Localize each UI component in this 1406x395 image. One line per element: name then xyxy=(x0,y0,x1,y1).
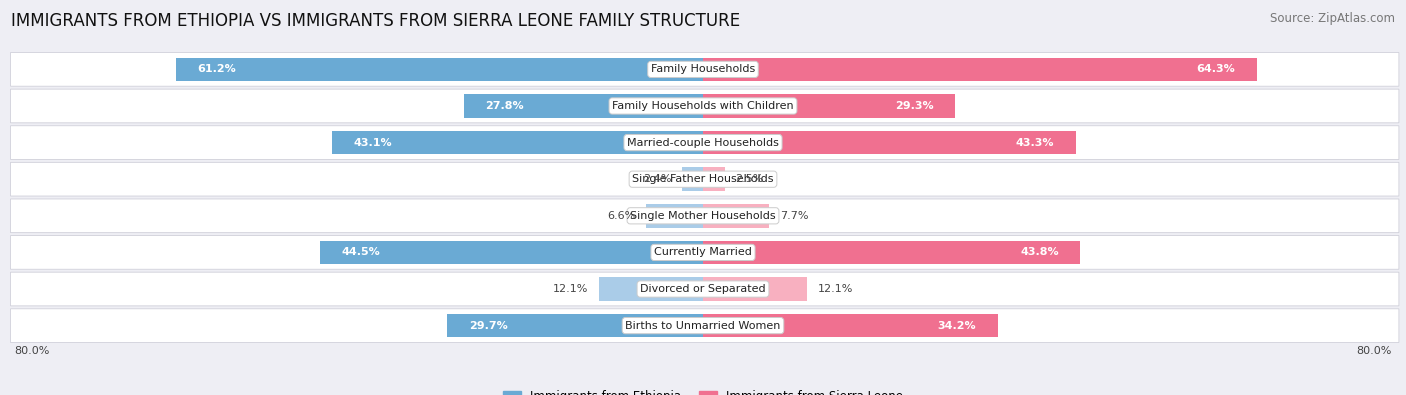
Text: 43.8%: 43.8% xyxy=(1019,247,1059,258)
Legend: Immigrants from Ethiopia, Immigrants from Sierra Leone: Immigrants from Ethiopia, Immigrants fro… xyxy=(498,385,908,395)
Text: Source: ZipAtlas.com: Source: ZipAtlas.com xyxy=(1270,12,1395,25)
Bar xyxy=(682,167,703,191)
Text: 27.8%: 27.8% xyxy=(485,101,524,111)
Text: 7.7%: 7.7% xyxy=(780,211,808,221)
Bar xyxy=(332,131,703,154)
Text: IMMIGRANTS FROM ETHIOPIA VS IMMIGRANTS FROM SIERRA LEONE FAMILY STRUCTURE: IMMIGRANTS FROM ETHIOPIA VS IMMIGRANTS F… xyxy=(11,12,741,30)
Bar xyxy=(703,277,807,301)
Bar xyxy=(647,204,703,228)
Bar xyxy=(703,58,1257,81)
FancyBboxPatch shape xyxy=(10,89,1399,123)
Text: 61.2%: 61.2% xyxy=(197,64,236,74)
FancyBboxPatch shape xyxy=(10,53,1399,86)
FancyBboxPatch shape xyxy=(10,199,1399,233)
Text: Family Households: Family Households xyxy=(651,64,755,74)
Bar xyxy=(703,204,769,228)
Bar xyxy=(447,314,703,337)
FancyBboxPatch shape xyxy=(10,309,1399,342)
Text: Currently Married: Currently Married xyxy=(654,247,752,258)
Text: 80.0%: 80.0% xyxy=(14,346,49,356)
Bar xyxy=(703,314,997,337)
FancyBboxPatch shape xyxy=(10,235,1399,269)
Text: 80.0%: 80.0% xyxy=(1357,346,1392,356)
Bar xyxy=(703,131,1076,154)
Bar xyxy=(703,94,955,118)
Text: 29.7%: 29.7% xyxy=(468,321,508,331)
Text: Births to Unmarried Women: Births to Unmarried Women xyxy=(626,321,780,331)
Text: 2.4%: 2.4% xyxy=(644,174,672,184)
Bar xyxy=(464,94,703,118)
Text: 12.1%: 12.1% xyxy=(817,284,853,294)
Text: Single Mother Households: Single Mother Households xyxy=(630,211,776,221)
Text: 29.3%: 29.3% xyxy=(896,101,934,111)
Text: 2.5%: 2.5% xyxy=(735,174,763,184)
Bar xyxy=(176,58,703,81)
Text: Married-couple Households: Married-couple Households xyxy=(627,137,779,148)
Text: 43.1%: 43.1% xyxy=(353,137,392,148)
Text: Divorced or Separated: Divorced or Separated xyxy=(640,284,766,294)
Text: 44.5%: 44.5% xyxy=(342,247,380,258)
Bar xyxy=(319,241,703,264)
Bar xyxy=(703,241,1080,264)
Text: Single Father Households: Single Father Households xyxy=(633,174,773,184)
Text: Family Households with Children: Family Households with Children xyxy=(612,101,794,111)
Text: 6.6%: 6.6% xyxy=(607,211,636,221)
FancyBboxPatch shape xyxy=(10,126,1399,160)
Text: 12.1%: 12.1% xyxy=(553,284,589,294)
FancyBboxPatch shape xyxy=(10,162,1399,196)
FancyBboxPatch shape xyxy=(10,272,1399,306)
Text: 34.2%: 34.2% xyxy=(938,321,976,331)
Text: 43.3%: 43.3% xyxy=(1017,137,1054,148)
Text: 64.3%: 64.3% xyxy=(1197,64,1236,74)
Bar xyxy=(703,167,724,191)
Bar xyxy=(599,277,703,301)
